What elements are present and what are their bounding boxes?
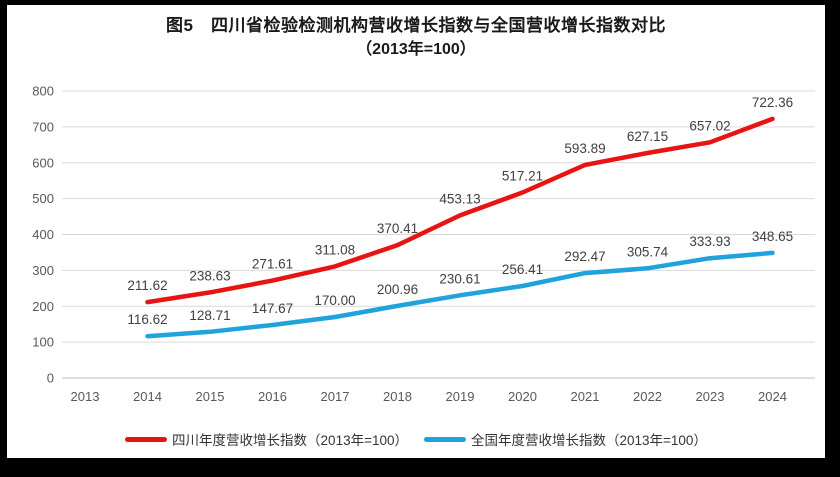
data-label-series0: 657.02 bbox=[689, 118, 730, 133]
series-line-1 bbox=[145, 250, 775, 339]
y-tick-label: 100 bbox=[32, 335, 54, 350]
legend-label-sichuan: 四川年度营收增长指数（2013年=100） bbox=[172, 433, 408, 448]
x-tick-label: 2024 bbox=[758, 389, 787, 404]
y-tick-label: 300 bbox=[32, 263, 54, 278]
legend-item-national: 全国年度营收增长指数（2013年=100） bbox=[424, 429, 707, 449]
data-label-series0: 627.15 bbox=[627, 129, 668, 144]
data-label-series1: 230.61 bbox=[439, 271, 480, 286]
series-line-0 bbox=[145, 116, 775, 305]
y-tick-label: 400 bbox=[32, 227, 54, 242]
data-label-series1: 128.71 bbox=[189, 308, 230, 323]
data-label-series1: 256.41 bbox=[502, 262, 543, 277]
y-tick-label: 700 bbox=[32, 119, 54, 134]
y-tick-label: 0 bbox=[47, 371, 54, 386]
data-label-series0: 453.13 bbox=[439, 191, 480, 206]
data-label-series0: 211.62 bbox=[127, 278, 167, 293]
data-label-series1: 333.93 bbox=[689, 234, 730, 249]
data-label-series1: 147.67 bbox=[252, 301, 293, 316]
data-label-series0: 238.63 bbox=[189, 268, 230, 283]
chart-title-line2: （2013年=100） bbox=[356, 40, 476, 58]
data-label-series1: 170.00 bbox=[314, 293, 355, 308]
data-label-series1: 116.62 bbox=[127, 312, 167, 327]
data-label-series0: 370.41 bbox=[377, 221, 418, 236]
x-tick-label: 2020 bbox=[508, 389, 537, 404]
chart-title: 图5 四川省检验检测机构营收增长指数与全国营收增长指数对比 （2013年=100… bbox=[7, 14, 825, 61]
data-label-series0: 271.61 bbox=[252, 257, 293, 272]
y-tick-label: 600 bbox=[32, 155, 54, 170]
data-label-series0: 517.21 bbox=[502, 169, 543, 184]
legend-item-sichuan: 四川年度营收增长指数（2013年=100） bbox=[125, 429, 408, 449]
y-tick-label: 800 bbox=[32, 84, 54, 99]
chart-legend: 四川年度营收增长指数（2013年=100） 全国年度营收增长指数（2013年=1… bbox=[7, 429, 825, 449]
x-tick-label: 2015 bbox=[196, 389, 225, 404]
x-tick-label: 2017 bbox=[321, 389, 350, 404]
x-tick-label: 2022 bbox=[633, 389, 662, 404]
x-tick-label: 2023 bbox=[696, 389, 725, 404]
x-tick-label: 2021 bbox=[571, 389, 600, 404]
data-label-series1: 200.96 bbox=[377, 282, 418, 297]
y-tick-label: 200 bbox=[32, 299, 54, 314]
data-label-series0: 311.08 bbox=[315, 242, 355, 257]
data-label-series0: 593.89 bbox=[564, 141, 605, 156]
legend-swatch-sichuan-line bbox=[125, 436, 168, 442]
data-label-series1: 305.74 bbox=[627, 244, 669, 259]
y-tick-label: 500 bbox=[32, 191, 54, 206]
data-label-series0: 722.36 bbox=[752, 95, 793, 110]
chart-canvas: 图5 四川省检验检测机构营收增长指数与全国营收增长指数对比 （2013年=100… bbox=[7, 5, 825, 458]
x-tick-label: 2019 bbox=[446, 389, 475, 404]
x-tick-label: 2018 bbox=[383, 389, 412, 404]
legend-label-national: 全国年度营收增长指数（2013年=100） bbox=[471, 433, 707, 448]
legend-swatch-national-line bbox=[424, 436, 466, 442]
x-tick-label: 2013 bbox=[71, 389, 100, 404]
data-label-series1: 292.47 bbox=[564, 249, 605, 264]
x-tick-label: 2016 bbox=[258, 389, 287, 404]
data-label-series1: 348.65 bbox=[752, 229, 793, 244]
x-tick-label: 2014 bbox=[133, 389, 162, 404]
chart-plot: 0 100 200 300 400 500 600 700 800 2013 2014 2015 201… bbox=[32, 84, 815, 404]
chart-title-line1: 图5 四川省检验检测机构营收增长指数与全国营收增长指数对比 bbox=[166, 16, 666, 35]
